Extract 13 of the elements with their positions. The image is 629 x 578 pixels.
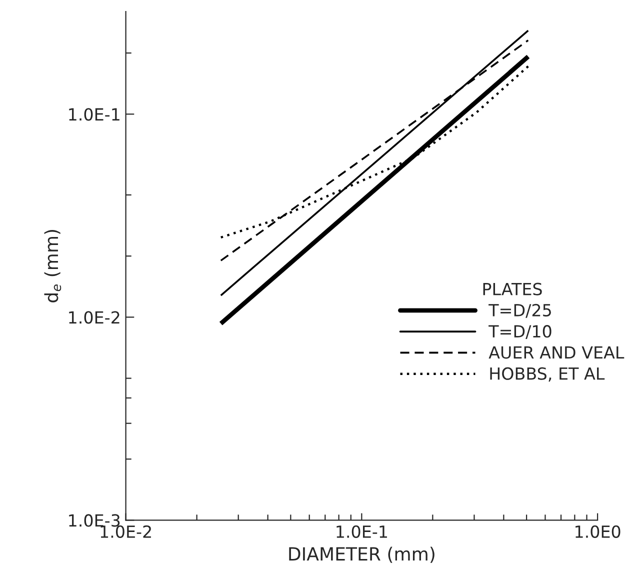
legend-label: T=D/25 [488,304,551,318]
x-tick-label: 1.0E0 [576,525,620,538]
y-tick-label: 1.0E-2 [69,311,120,324]
y-axis-title: d$_{e}$ (mm) [44,230,62,302]
x-tick-label: 1.0E-1 [336,525,387,538]
legend-label: AUER AND VEAL [488,346,624,359]
x-axis-title: DIAMETER (mm) [289,546,434,563]
y-tick-label: 1.0E-1 [69,108,120,121]
legend-label: T=D/10 [488,325,552,339]
y-tick-label: 1.0E-3 [69,514,120,527]
legend-label: HOBBS, ET AL [490,367,605,382]
x-tick-label: 1.0E-2 [100,525,151,538]
legend-title: PLATES [483,282,542,296]
